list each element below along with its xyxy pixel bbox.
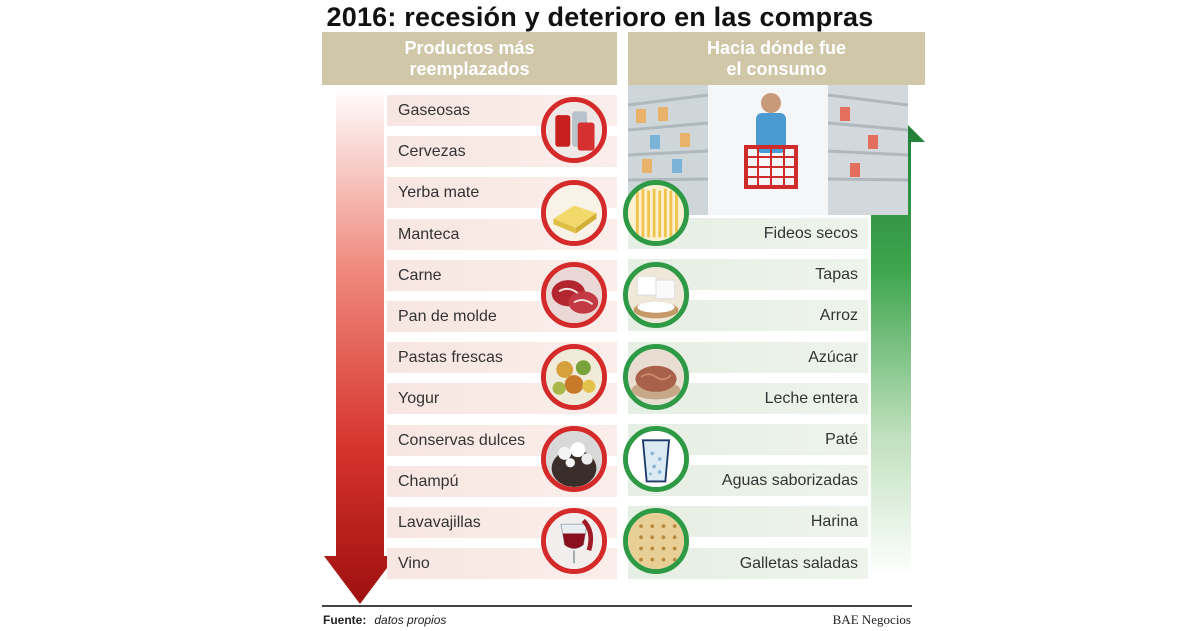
header-replaced-products: Productos más reemplazados	[322, 32, 617, 85]
arrow-down-icon	[324, 86, 396, 604]
dry-pasta-icon	[623, 180, 689, 246]
wine-icon	[541, 508, 607, 574]
shampoo-icon	[541, 426, 607, 492]
header-consumption-targets: Hacia dónde fue el consumo	[628, 32, 925, 85]
source-note: Fuente: datos propios	[323, 613, 446, 627]
header-replaced-products-label: Productos más reemplazados	[404, 37, 535, 79]
sugar-icon	[623, 262, 689, 328]
cracker-icon	[623, 508, 689, 574]
header-consumption-targets-label: Hacia dónde fue el consumo	[706, 37, 847, 79]
source-label: Fuente:	[323, 613, 367, 627]
water-glass-icon	[623, 426, 689, 492]
meat-icon	[541, 262, 607, 328]
brand-credit: BAE Negocios	[832, 612, 911, 627]
source-value: datos propios	[374, 613, 447, 627]
pasta-icon	[541, 344, 607, 410]
pate-icon	[623, 344, 689, 410]
supermarket-photo	[628, 85, 908, 215]
arrow-up-icon	[857, 108, 925, 576]
footer-divider	[322, 605, 912, 607]
page-title: 2016: recesión y deterioro en las compra…	[326, 2, 874, 32]
soda-cans-icon	[541, 97, 607, 163]
butter-icon	[541, 180, 607, 246]
